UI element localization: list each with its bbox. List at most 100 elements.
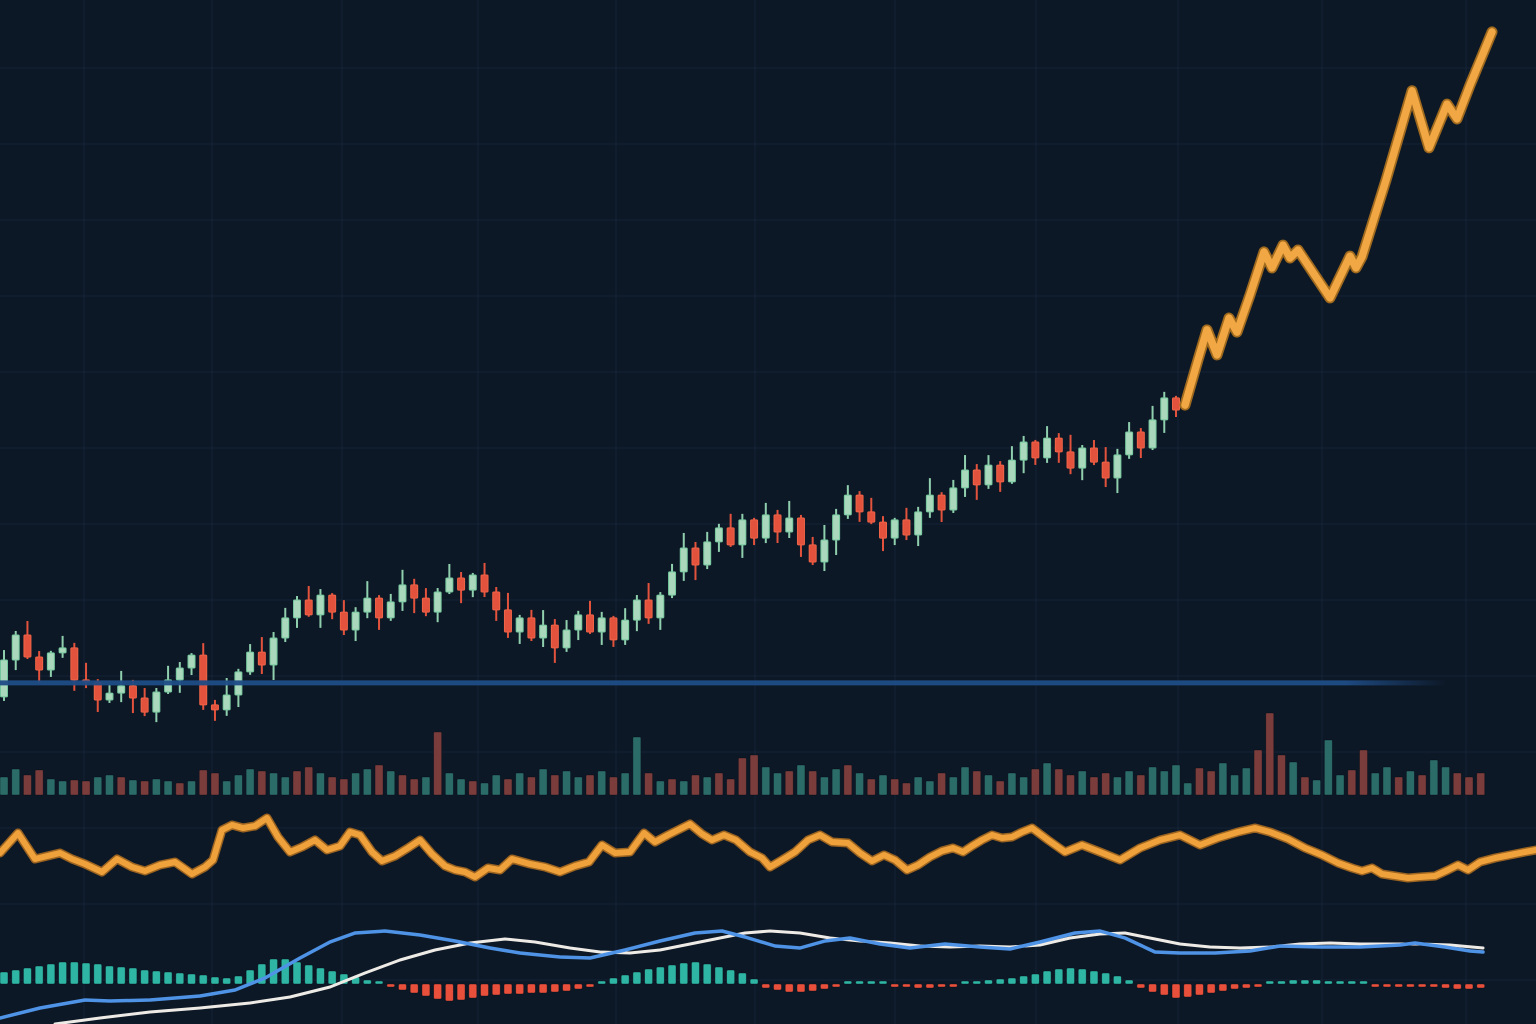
- candle-body: [433, 591, 442, 613]
- candle-body: [445, 577, 454, 593]
- candle-body: [1136, 431, 1145, 449]
- macd-bar-positive: [1323, 980, 1333, 985]
- macd-bar-positive: [1359, 980, 1368, 985]
- volume-bar: [339, 778, 349, 796]
- volume-bar: [151, 778, 161, 796]
- candle-up: [398, 569, 407, 611]
- macd-bar-positive: [960, 980, 970, 985]
- macd-bar-positive: [140, 969, 150, 985]
- volume-bar: [620, 772, 630, 796]
- candle-up: [761, 502, 770, 544]
- macd-bar-positive: [58, 961, 67, 985]
- candle-up: [984, 455, 993, 489]
- macd-bar-negative: [948, 983, 958, 988]
- macd-bar-negative: [573, 983, 583, 990]
- macd-bar-positive: [222, 977, 232, 985]
- volume-bar: [726, 778, 736, 796]
- volume-bar: [1441, 766, 1450, 796]
- volume-bar: [362, 768, 372, 796]
- candle-up: [445, 563, 454, 595]
- volume-bar: [655, 780, 665, 796]
- macd-bar-negative: [820, 983, 829, 990]
- macd-bar-negative: [468, 983, 478, 999]
- candle-body: [1066, 451, 1075, 469]
- volume-bar: [960, 766, 970, 796]
- macd-bar-positive: [1019, 975, 1029, 985]
- candle-up: [949, 479, 958, 513]
- macd-bar-positive: [128, 967, 138, 985]
- candle-down: [726, 513, 735, 547]
- macd-bar-negative: [409, 983, 419, 994]
- volume-bar: [468, 780, 478, 796]
- volume-bar: [831, 768, 841, 796]
- candle-body: [562, 629, 571, 649]
- candle-down: [480, 562, 489, 598]
- volume-bar: [1335, 774, 1345, 796]
- candle-down: [503, 592, 512, 638]
- macd-bar-positive: [1113, 975, 1122, 985]
- candle-up: [105, 685, 114, 703]
- candle-up: [1007, 446, 1016, 484]
- volume-bar: [749, 754, 759, 796]
- candle-down: [1101, 447, 1110, 488]
- candle-down: [609, 615, 618, 647]
- candle-up: [1148, 405, 1157, 451]
- candle-down: [375, 595, 384, 630]
- macd-bar-positive: [644, 968, 653, 985]
- candle-up: [11, 630, 20, 671]
- macd-bar-negative: [433, 983, 443, 1000]
- macd-bar-negative: [1417, 983, 1427, 988]
- candle-body: [1054, 437, 1063, 453]
- candle-up: [386, 593, 395, 621]
- volume-bar: [1136, 774, 1146, 796]
- candle-body: [1172, 397, 1180, 411]
- candle-up: [175, 662, 184, 693]
- volume-bar: [737, 757, 747, 796]
- volume-bar: [351, 772, 361, 796]
- candle-up: [832, 508, 841, 555]
- candle-body: [1113, 454, 1122, 479]
- macd-bar-positive: [198, 974, 208, 985]
- volume-bar: [1359, 749, 1368, 796]
- candle-body: [961, 469, 970, 489]
- macd-bar-positive: [304, 964, 314, 985]
- volume-bar: [550, 774, 560, 796]
- volume-bar: [1300, 776, 1310, 796]
- macd-bar-negative: [890, 983, 900, 988]
- volume-bar: [1382, 766, 1392, 796]
- candle-body: [210, 704, 219, 711]
- macd-bar-positive: [46, 963, 56, 985]
- candle-body: [117, 685, 126, 694]
- candle-body: [597, 617, 606, 633]
- volume-bar: [316, 772, 325, 796]
- volume-bar: [257, 770, 267, 796]
- candle-up: [468, 572, 477, 598]
- candle-down: [304, 586, 313, 617]
- macd-bar-positive: [1347, 980, 1357, 985]
- candle-down: [257, 637, 266, 674]
- volume-bar: [1101, 772, 1111, 796]
- candle-body: [1160, 397, 1169, 421]
- macd-bar-negative: [808, 983, 818, 992]
- macd-bar-negative: [913, 983, 923, 989]
- oscillator-line: [0, 815, 1536, 881]
- candle-up: [1019, 435, 1028, 474]
- volume-bar: [937, 772, 946, 796]
- candle-body: [703, 541, 712, 566]
- macd-bar-positive: [702, 963, 712, 985]
- volume-bar: [0, 776, 9, 796]
- volume-bar: [1476, 772, 1486, 796]
- candle-down: [35, 651, 44, 683]
- macd-bar-positive: [1277, 980, 1286, 985]
- macd-bar-negative: [1441, 983, 1450, 989]
- candle-body: [808, 544, 817, 563]
- volume-bar: [515, 772, 525, 796]
- macd-bar-positive: [1077, 968, 1087, 985]
- macd-bar-negative: [1476, 983, 1486, 989]
- macd-bar-negative: [562, 983, 571, 992]
- macd-bar-positive: [843, 980, 853, 985]
- macd-bar-negative: [1148, 983, 1157, 993]
- volume-bar: [1113, 776, 1122, 796]
- candle-down: [773, 509, 782, 543]
